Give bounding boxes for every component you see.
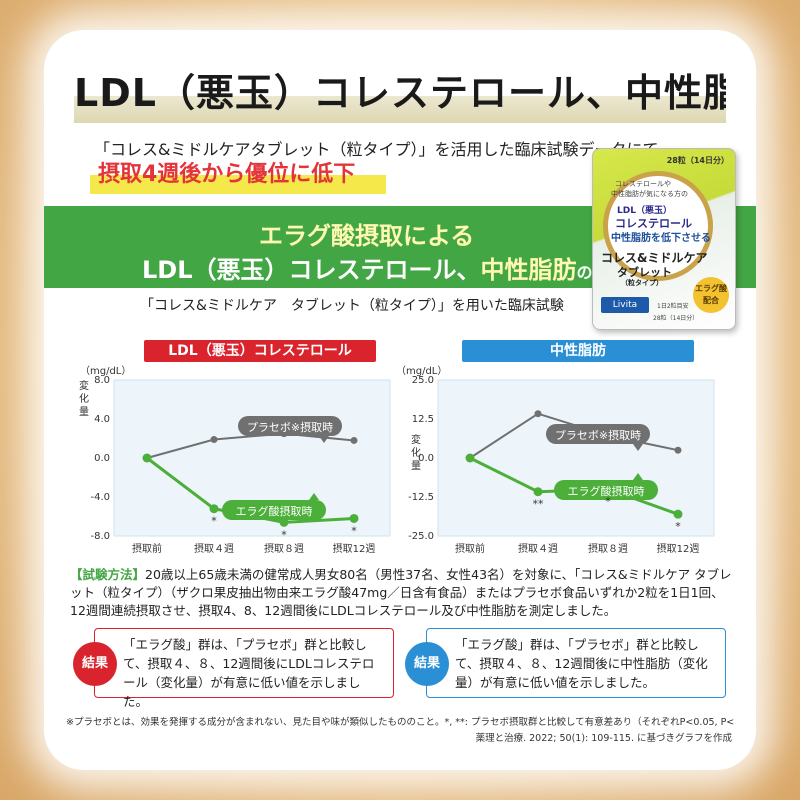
intro-text: 「コレス&ミドルケアタブレット（粒タイプ）」を活用した臨床試験データにて <box>94 140 659 159</box>
package-line3: LDL（悪玉） <box>617 206 672 216</box>
tg-chart: 25.0 12.5 0.0 -12.5 -25.0 摂取前 摂取４週 摂取８週 摂取12週 プラセ… <box>408 375 715 555</box>
ldl-legend-pointer <box>319 436 329 443</box>
banner-line2-accent: 中性脂肪 <box>480 256 577 284</box>
tg-x-tick-label: 摂取４週 <box>518 542 558 555</box>
ldl-legend-label-ellagic: エラグ酸摂取時 <box>236 504 313 518</box>
method-tag: 【試験方法】 <box>70 567 146 582</box>
ldl-y-tick-label: 8.0 <box>94 375 110 386</box>
tg-x-tick-label: 摂取12週 <box>657 542 700 555</box>
tg-y-tick-label: 0.0 <box>418 453 434 464</box>
tg-chart-title: 中性脂肪 <box>462 340 694 362</box>
package-name1: コレス&ミドルケア <box>601 251 708 265</box>
tg-legend-box-ellagic <box>554 480 658 500</box>
result-box-tg: 結果 「エラグ酸」群は、「プラセボ」群と比較して、摂取４、８、12週間後に中性脂… <box>405 628 726 698</box>
package-badge: エラグ酸 配合 <box>693 277 729 313</box>
content-card: LDL（悪玉）コレステロール、中性脂肪の変化 「コレス&ミドルケアタブレット（粒… <box>44 30 756 770</box>
banner-line2-main: LDL（悪玉）コレステロール、 <box>142 256 481 284</box>
ldl-significance-mark: * <box>281 528 287 541</box>
ldl-unit-label: （mg/dL） <box>80 366 132 377</box>
package-gold-ring <box>603 171 713 281</box>
highlight-text: 摂取4週後から優位に低下 <box>90 156 386 194</box>
ldl-legend-box-placebo <box>238 416 342 436</box>
ldl-point-ellagic <box>142 453 152 463</box>
ldl-significance-mark: * <box>211 515 217 528</box>
tg-y-tick-label: -25.0 <box>408 531 434 542</box>
page-title: LDL（悪玉）コレステロール、中性脂肪の変化 <box>74 63 726 123</box>
tg-y-tick-label: -12.5 <box>408 492 434 503</box>
package-line1: コレステロールや <box>615 180 671 188</box>
ldl-x-tick-label: 摂取４週 <box>194 542 234 555</box>
tg-legend-label-placebo: プラセボ※摂取時 <box>555 428 641 442</box>
tg-legend-pointer <box>633 444 643 451</box>
ldl-x-tick-label: 摂取８週 <box>264 542 304 555</box>
tg-point-placebo <box>674 446 682 454</box>
tg-legend-label-ellagic: エラグ酸摂取時 <box>568 484 645 498</box>
ldl-significance-mark: * <box>351 524 357 537</box>
ldl-y-tick-label: -8.0 <box>90 531 110 542</box>
tg-point-ellagic <box>465 453 475 463</box>
tg-x-tick-label: 摂取８週 <box>588 542 628 555</box>
ldl-point-ellagic <box>349 513 359 523</box>
tg-y-tick-label: 12.5 <box>412 414 434 425</box>
tg-point-ellagic <box>533 487 543 497</box>
package-count-bottom: 28粒（14日分） <box>653 315 699 322</box>
ldl-y-axis-label: 変化量 <box>79 381 89 418</box>
ldl-chart-title: LDL（悪玉）コレステロール <box>144 340 376 362</box>
ldl-y-tick-label: 4.0 <box>94 414 110 425</box>
tg-legend-box-placebo <box>546 424 650 444</box>
banner-line2: LDL（悪玉）コレステロール、中性脂肪の推移 <box>142 250 625 285</box>
result-text-tg: 「エラグ酸」群は、「プラセボ」群と比較して、摂取４、８、12週間後に中性脂肪（変… <box>455 637 708 690</box>
trial-caption: 「コレス&ミドルケア タブレット（粒タイプ）」を用いた臨床試験 <box>140 298 564 314</box>
package-line5: 中性脂肪を低下させる <box>611 233 711 244</box>
tg-legend-pointer <box>633 473 643 480</box>
ldl-y-tick-label: 0.0 <box>94 453 110 464</box>
tg-unit-label: （mg/dL） <box>396 366 448 377</box>
package-brand-logo: Livita <box>601 297 649 313</box>
footnote-significance: ※プラセボとは、効果を発揮する成分が含まれない、見た目や味が類似したもののこと。… <box>66 717 734 728</box>
ldl-point-ellagic <box>279 517 289 527</box>
ldl-y-tick-label: -4.0 <box>90 492 110 503</box>
tg-y-axis-label: 変化量 <box>411 435 421 472</box>
ldl-x-tick-label: 摂取12週 <box>333 542 376 555</box>
ldl-legend-pointer <box>309 493 319 500</box>
tg-significance-mark: * <box>675 520 681 533</box>
ldl-legend-label-placebo: プラセボ※摂取時 <box>247 420 333 434</box>
ldl-x-tick-label: 摂取前 <box>132 542 162 555</box>
package-line2: 中性脂肪が気になる方の <box>611 190 688 198</box>
result-box-ldl: 結果 「エラグ酸」群は、「プラセボ」群と比較して、摂取４、８、12週間後にLDL… <box>73 628 394 709</box>
footnote-source: 薬理と治療. 2022; 50(1): 109-115. に基づきグラフを作成 <box>475 733 732 744</box>
result-text-ldl: 「エラグ酸」群は、「プラセボ」群と比較して、摂取４、８、12週間後にLDLコレス… <box>123 637 375 709</box>
tg-x-tick-label: 摂取前 <box>455 542 485 555</box>
result-label-ldl: 結果 <box>73 642 117 686</box>
method-text: 【試験方法】20歳以上65歳未満の健常成人男女80名（男性37名、女性43名）を… <box>70 566 734 620</box>
tg-point-ellagic <box>673 509 683 519</box>
tg-significance-mark: ** <box>533 498 545 511</box>
ldl-series-line-placebo <box>146 432 355 459</box>
package-line4: コレステロール <box>615 217 692 230</box>
ldl-point-ellagic <box>209 504 219 514</box>
ldl-legend-box-ellagic <box>222 500 326 520</box>
ldl-point-placebo <box>210 435 218 443</box>
product-package: 28粒（14日分） コレステロールや 中性脂肪が気になる方の LDL（悪玉） コ… <box>592 148 736 330</box>
package-name2: タブレット <box>617 266 672 279</box>
method-body: 20歳以上65歳未満の健常成人男女80名（男性37名、女性43名）を対象に、「コ… <box>70 567 732 618</box>
ldl-chart: 8.0 4.0 0.0 -4.0 -8.0 摂取前 摂取４週 摂取８週 摂取12週 プラセボ※摂取… <box>90 375 391 555</box>
tg-point-placebo <box>534 410 542 418</box>
ldl-point-placebo <box>350 436 358 444</box>
package-name3: （粒タイプ） <box>621 279 663 287</box>
tg-significance-mark: * <box>605 495 611 508</box>
result-label-tg: 結果 <box>405 642 449 686</box>
package-dose: 1日2粒目安 <box>657 303 689 310</box>
tg-y-tick-label: 25.0 <box>412 375 434 386</box>
package-count: 28粒（14日分） <box>666 156 729 165</box>
banner-line1: エラグ酸摂取による <box>259 222 475 250</box>
